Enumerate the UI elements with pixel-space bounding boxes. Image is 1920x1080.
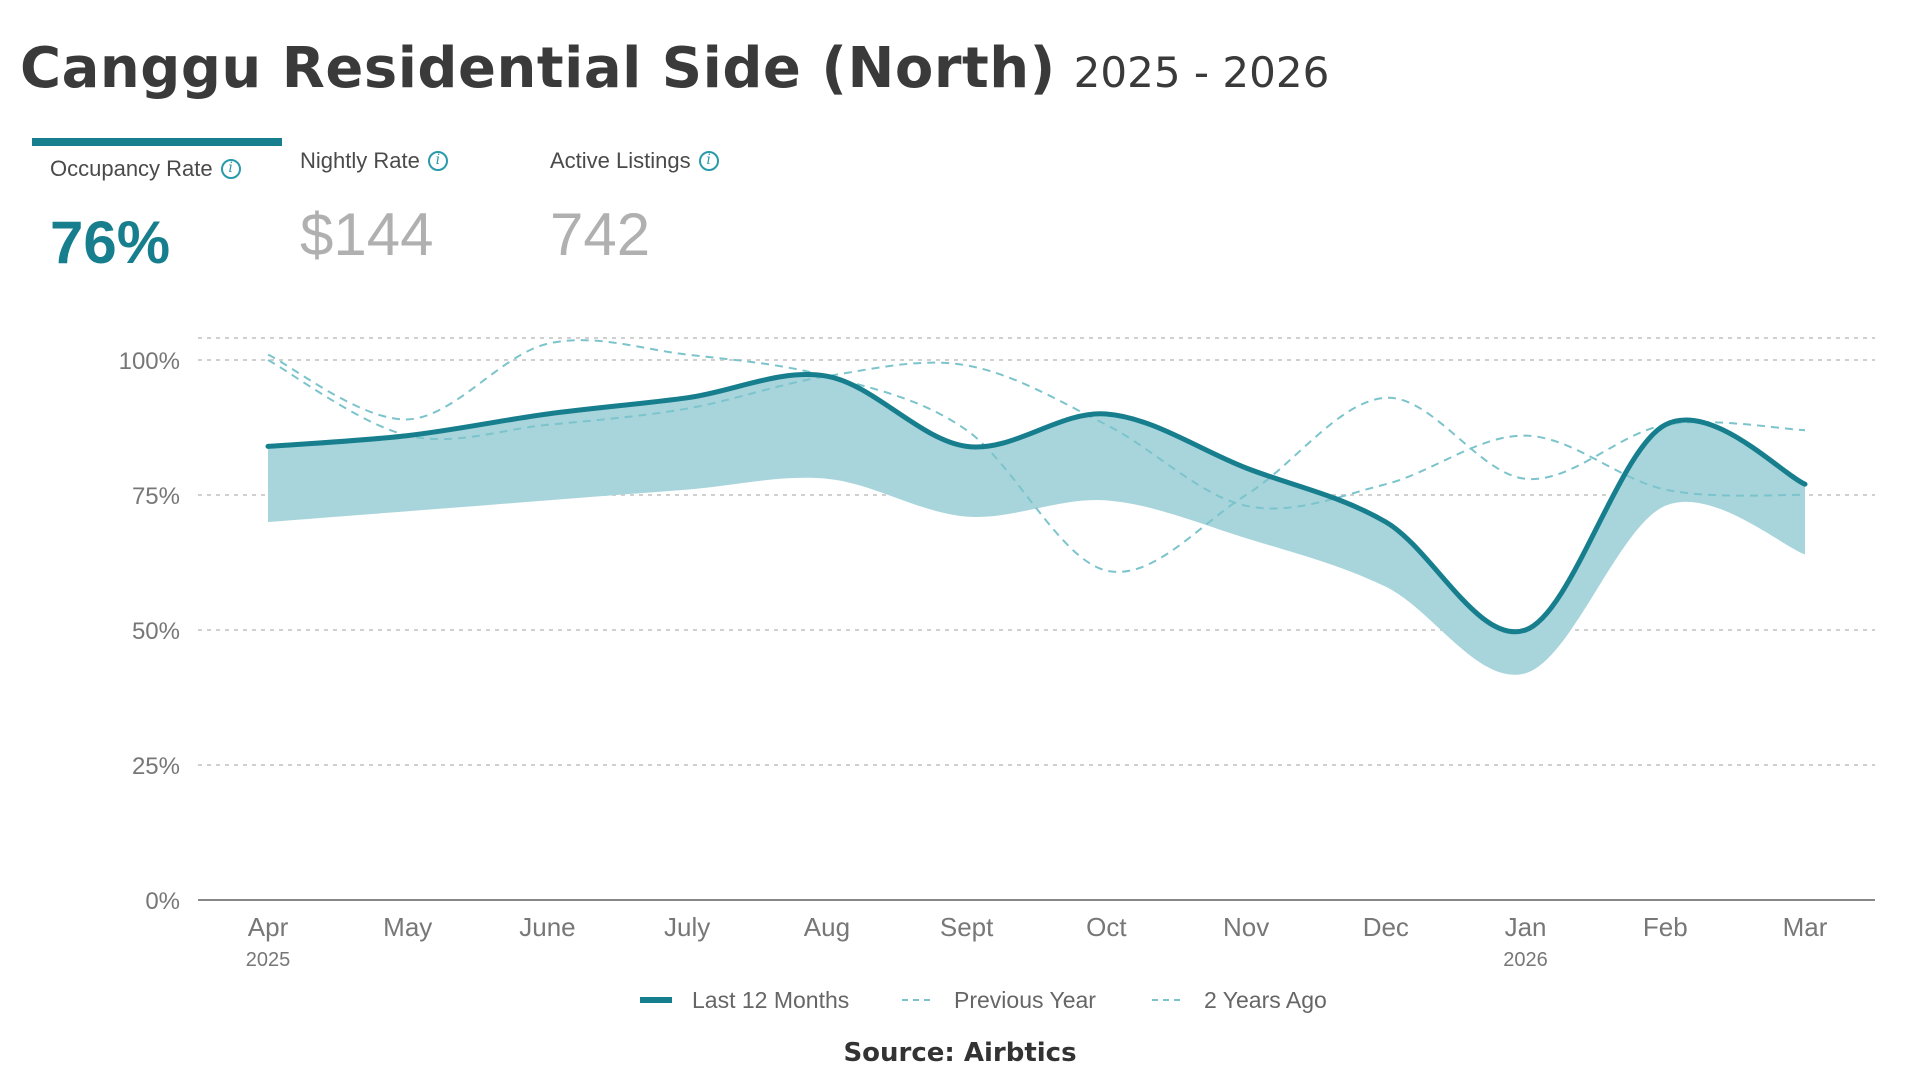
y-tick-label: 25% xyxy=(132,753,180,780)
tab-listings-label-row: Active Listings i xyxy=(550,148,719,174)
y-tick-label: 100% xyxy=(119,348,180,375)
legend-label: 2 Years Ago xyxy=(1204,987,1327,1013)
tab-listings-label: Active Listings xyxy=(550,148,691,173)
tab-occupancy-value: 76% xyxy=(50,209,171,276)
tab-nightly-value: $144 xyxy=(300,201,434,268)
title-row: Canggu Residential Side (North) 2025 - 2… xyxy=(20,36,1329,101)
x-tick-label: Apr xyxy=(248,912,289,942)
info-icon[interactable]: i xyxy=(698,151,719,171)
series-line-previous-year xyxy=(267,359,1806,510)
page-subtitle: 2025 - 2026 xyxy=(1073,48,1330,97)
y-tick-label: 50% xyxy=(132,618,180,645)
x-year-label: 2026 xyxy=(1503,949,1548,971)
tab-listings-value: 742 xyxy=(550,201,651,268)
metric-tabs: Occupancy Rate i 76% Nightly Rate i $144… xyxy=(32,138,792,278)
x-year-label: 2025 xyxy=(246,949,291,971)
x-tick-label: June xyxy=(519,912,575,942)
legend-label: Previous Year xyxy=(954,987,1096,1013)
confidence-band xyxy=(268,374,1805,675)
occupancy-chart: 0% 25% 50% 75% 100% Apr May June July Aug Sept Oct N… xyxy=(119,337,1875,1013)
tab-occupancy-label: Occupancy Rate xyxy=(50,156,213,181)
page-title: Canggu Residential Side (North) xyxy=(20,36,1056,101)
info-icon[interactable]: i xyxy=(427,151,448,171)
source-note: Source: Airbtics xyxy=(843,1038,1077,1068)
x-tick-label: Mar xyxy=(1783,912,1828,942)
x-tick-label: Sept xyxy=(940,912,994,942)
series-line-last-12-months xyxy=(265,372,1808,635)
series-line-2-years-ago xyxy=(267,339,1806,573)
x-tick-label: July xyxy=(664,912,710,942)
info-icon[interactable]: i xyxy=(220,159,241,179)
x-tick-label: May xyxy=(383,912,432,942)
legend-label: Last 12 Months xyxy=(692,987,849,1013)
y-tick-label: 0% xyxy=(145,888,180,915)
tab-nightly-label: Nightly Rate xyxy=(300,148,420,173)
x-tick-label: Dec xyxy=(1363,912,1409,942)
y-tick-label: 75% xyxy=(132,483,180,510)
x-tick-label: Feb xyxy=(1643,912,1688,942)
tab-nightly-label-row: Nightly Rate i xyxy=(300,148,448,174)
active-tab-indicator xyxy=(32,138,282,146)
x-tick-label: Jan xyxy=(1505,912,1547,942)
x-tick-label: Aug xyxy=(804,912,850,942)
x-tick-label: Nov xyxy=(1223,912,1269,942)
tab-occupancy-label-row: Occupancy Rate i xyxy=(50,156,241,182)
x-tick-label: Oct xyxy=(1086,912,1127,942)
